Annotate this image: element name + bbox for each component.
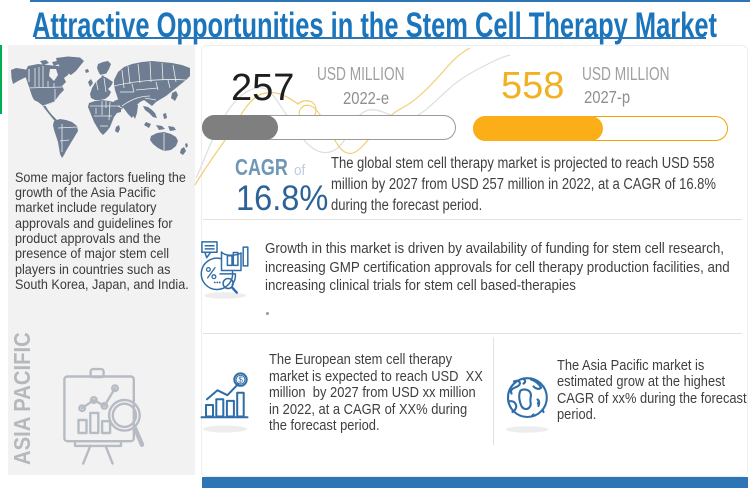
svg-text:$: $: [238, 376, 243, 385]
